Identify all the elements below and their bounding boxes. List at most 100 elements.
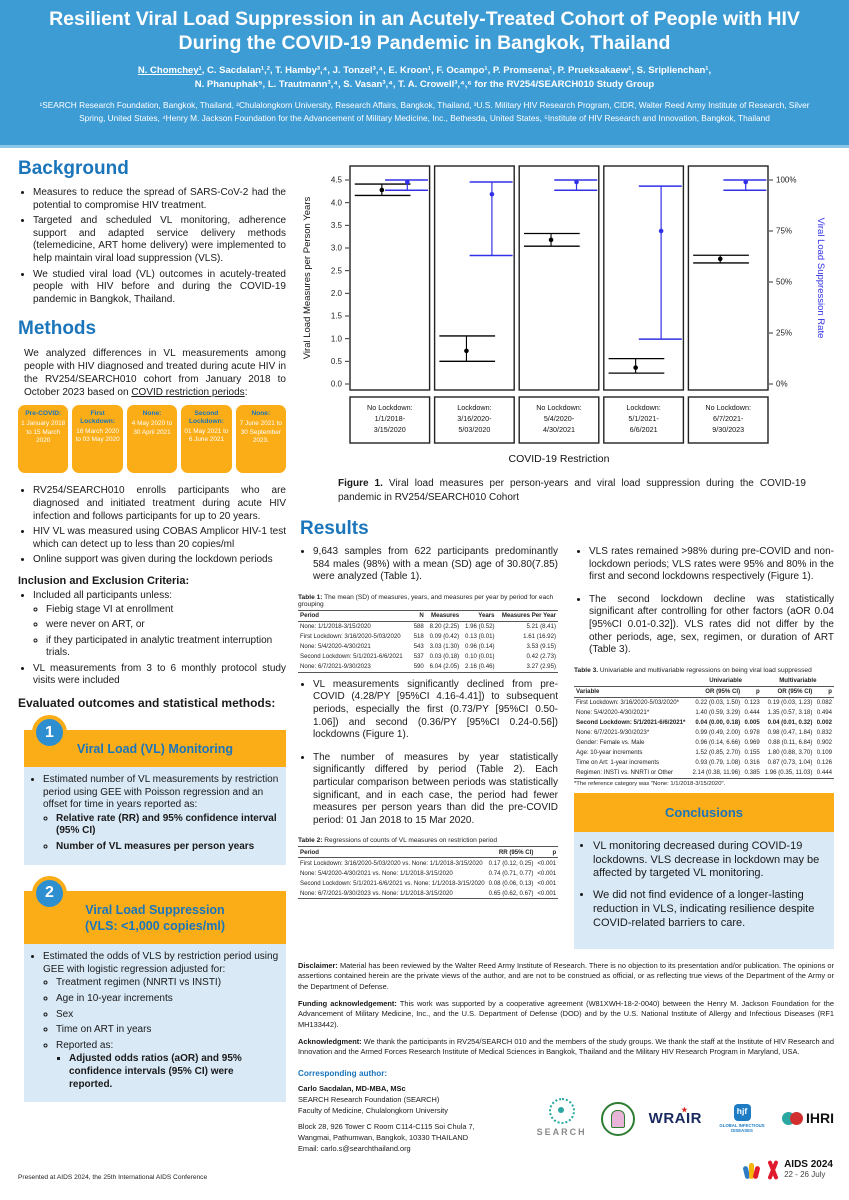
timeline-box: Second Lockdown: 01 May 2021 to 6 June 2… [181, 405, 232, 474]
results-heading: Results [300, 518, 369, 539]
bullet-item: if they participated in analytic treatme… [46, 635, 286, 660]
conclusions-heading: Conclusions [574, 792, 834, 832]
results-columns: 9,643 samples from 622 participants pred… [298, 546, 834, 949]
svg-text:4.5: 4.5 [331, 176, 343, 185]
background-bullets: Measures to reduce the spread of SARS-Co… [18, 187, 286, 306]
svg-text:5/03/2020: 5/03/2020 [458, 425, 490, 434]
bullet-item: were never on ART, or [46, 619, 286, 632]
bullet-item: Reported as: Adjusted odds ratios (aOR) … [56, 1040, 279, 1091]
table1: Period N Measures Years Measures Per Year Non… [298, 609, 558, 673]
bullet-item: 9,643 samples from 622 participants pred… [313, 546, 558, 584]
svg-text:9/30/2023: 9/30/2023 [712, 425, 744, 434]
disclaimer: Disclaimer: Material has been reviewed b… [298, 960, 834, 991]
svg-text:Viral Load Measures per Person: Viral Load Measures per Person Years [302, 197, 313, 360]
svg-text:No Lockdown:: No Lockdown: [367, 403, 413, 412]
corresponding-author-heading: Corresponding author: [298, 1068, 388, 1078]
affiliations: ¹SEARCH Research Foundation, Bangkok, Th… [39, 100, 810, 123]
bullet-item: Estimated number of VL measurements by r… [43, 774, 279, 854]
svg-text:2.0: 2.0 [331, 289, 343, 298]
svg-text:No Lockdown:: No Lockdown: [536, 403, 582, 412]
search-logo: SEARCH [537, 1098, 587, 1139]
hjf-logo: hjf GLOBAL INFECTIOUS DISEASES [716, 1103, 768, 1134]
author-name: Carlo Sacdalan, MD-MBA, MSc [298, 1084, 406, 1094]
method-box-vls: 2 Viral Load Suppression (VLS: <1,000 co… [24, 875, 286, 1103]
people-icon [742, 1159, 761, 1180]
title-line1: Resilient Viral Load Suppression in an A… [49, 8, 800, 30]
svg-text:1/1/2018-: 1/1/2018- [375, 414, 406, 423]
bottom-block: Disclaimer: Material has been reviewed b… [298, 961, 834, 1155]
svg-text:6/7/2021-: 6/7/2021- [713, 414, 744, 423]
svg-text:5/4/2020-: 5/4/2020- [544, 414, 575, 423]
conclusions-box: Conclusions VL monitoring decreased duri… [574, 792, 834, 949]
bullet-item: The number of measures by year statistic… [313, 752, 558, 828]
svg-text:3/16/2020-: 3/16/2020- [457, 414, 492, 423]
authors: N. Chomchey¹, C. Sacdalan¹,², T. Hamby³,… [0, 64, 849, 92]
bullet-item: Age in 10-year increments [56, 993, 279, 1006]
funding: Funding acknowledgement: This work was s… [298, 998, 834, 1029]
bullet-item: RV254/SEARCH010 enrolls participants who… [33, 485, 286, 523]
chulalongkorn-emblem-icon [600, 1101, 635, 1136]
corresponding-author-block: Carlo Sacdalan, MD-MBA, MSc SEARCH Resea… [298, 1084, 533, 1154]
bullet-item: Estimated the odds of VLS by restriction… [43, 951, 279, 1091]
bullet-item: VL measurements from 3 to 6 monthly prot… [33, 663, 286, 688]
acknowledgment: Acknowledgment: We thank the participant… [298, 1037, 834, 1057]
author-email: Email: carlo.s@searchthailand.org [298, 1143, 411, 1153]
timeline-box: First Lockdown: 16 March 2020 to 03 May … [72, 405, 123, 474]
svg-text:Viral Load Suppression Rate: Viral Load Suppression Rate [815, 218, 826, 339]
step-1-badge: 1 [32, 715, 67, 751]
box2-body: Estimated the odds of VLS by restriction… [24, 944, 286, 1103]
bullet-item: Sex [56, 1009, 279, 1022]
results-col-2: VLS rates remained >98% during pre-COVID… [574, 546, 834, 949]
header-banner: Resilient Viral Load Suppression in an A… [0, 0, 849, 148]
bullet-item: Fiebig stage VI at enrollment [46, 604, 286, 617]
left-column: Background Measures to reduce the spread… [18, 158, 287, 1103]
table3-footnote: *The reference category was "None: 1/1/2… [574, 780, 726, 787]
svg-text:No Lockdown:: No Lockdown: [705, 403, 751, 412]
svg-text:25%: 25% [776, 329, 792, 338]
poster-title: Resilient Viral Load Suppression in an A… [0, 7, 849, 56]
bullet-item: VL measurements significantly declined f… [313, 679, 558, 742]
svg-text:2.5: 2.5 [331, 266, 343, 275]
svg-text:1.5: 1.5 [331, 312, 343, 321]
table3: Univariable Multivariable Variable OR (95% … [574, 677, 834, 779]
background-heading: Background [18, 158, 129, 179]
box1-body: Estimated number of VL measurements by r… [24, 766, 286, 865]
methods-intro: We analyzed differences in VL measuremen… [24, 348, 286, 399]
svg-text:Lockdown:: Lockdown: [626, 403, 660, 412]
bullet-item: Measures to reduce the spread of SARS-Co… [33, 187, 286, 212]
table2-title: Table 2: Regressions of counts of VL mea… [298, 837, 498, 845]
wrair-logo: WRAIR ★ [648, 1107, 702, 1128]
red-ribbon-icon [764, 1158, 780, 1180]
svg-text:5/1/2021-: 5/1/2021- [628, 414, 659, 423]
inclusion-sub-bullets: Fiebig stage VI at enrollment were never… [33, 604, 286, 660]
svg-text:COVID-19 Restriction: COVID-19 Restriction [509, 453, 610, 465]
ihri-logo: IHRI [782, 1109, 834, 1129]
bullet-item: Adjusted odds ratios (aOR) and 95% confi… [69, 1053, 279, 1091]
svg-text:0.0: 0.0 [331, 380, 343, 389]
main-content: 0.0 0.5 1.0 1.5 2.0 2.5 3.0 3.5 4.0 4.5 0% 25% 50% 75… [298, 152, 834, 1155]
partner-logos: SEARCH WRAIR ★ hjf GLOBAL INFECTIOUS DISE… [537, 1098, 834, 1139]
search-network-icon [548, 1098, 575, 1125]
figure1-chart: 0.0 0.5 1.0 1.5 2.0 2.5 3.0 3.5 4.0 4.5 0% 25% 50% 75… [302, 165, 826, 465]
covid-period-timeline: Pre-COVID: 1 January 2018 to 15 March 20… [18, 405, 287, 474]
table3-title: Table 3. Univariable and multivariable r… [574, 666, 812, 674]
bullet-item: Targeted and scheduled VL monitoring, ad… [33, 215, 286, 265]
bullet-item: Relative rate (RR) and 95% confidence in… [56, 813, 279, 838]
presenting-author: N. Chomchey¹ [137, 64, 202, 76]
star-icon: ★ [681, 1107, 688, 1115]
timeline-box: None: 7 June 2021 to 30 September 2023. [235, 405, 287, 474]
box2-title: Viral Load Suppression (VLS: <1,000 copi… [24, 890, 286, 945]
svg-text:3.5: 3.5 [331, 221, 343, 230]
svg-text:4/30/2021: 4/30/2021 [543, 425, 575, 434]
figure1-caption: Figure 1. Viral load measures per person… [338, 478, 806, 503]
bullet-item: We did not find evidence of a longer-las… [593, 889, 826, 931]
methods-bullets: RV254/SEARCH010 enrolls participants who… [18, 485, 286, 567]
svg-text:100%: 100% [776, 176, 796, 185]
table1-title: Table 1: The mean (SD) of measures, year… [298, 593, 554, 608]
svg-text:50%: 50% [776, 278, 792, 287]
svg-text:1.0: 1.0 [331, 334, 343, 343]
bullet-item: Time on ART in years [56, 1024, 279, 1037]
authors-line2: N. Phanuphak⁵, L. Trautmann³,⁴, S. Vasan… [194, 78, 655, 90]
inclusion-bullets: Included all participants unless: Fiebig… [18, 590, 286, 688]
